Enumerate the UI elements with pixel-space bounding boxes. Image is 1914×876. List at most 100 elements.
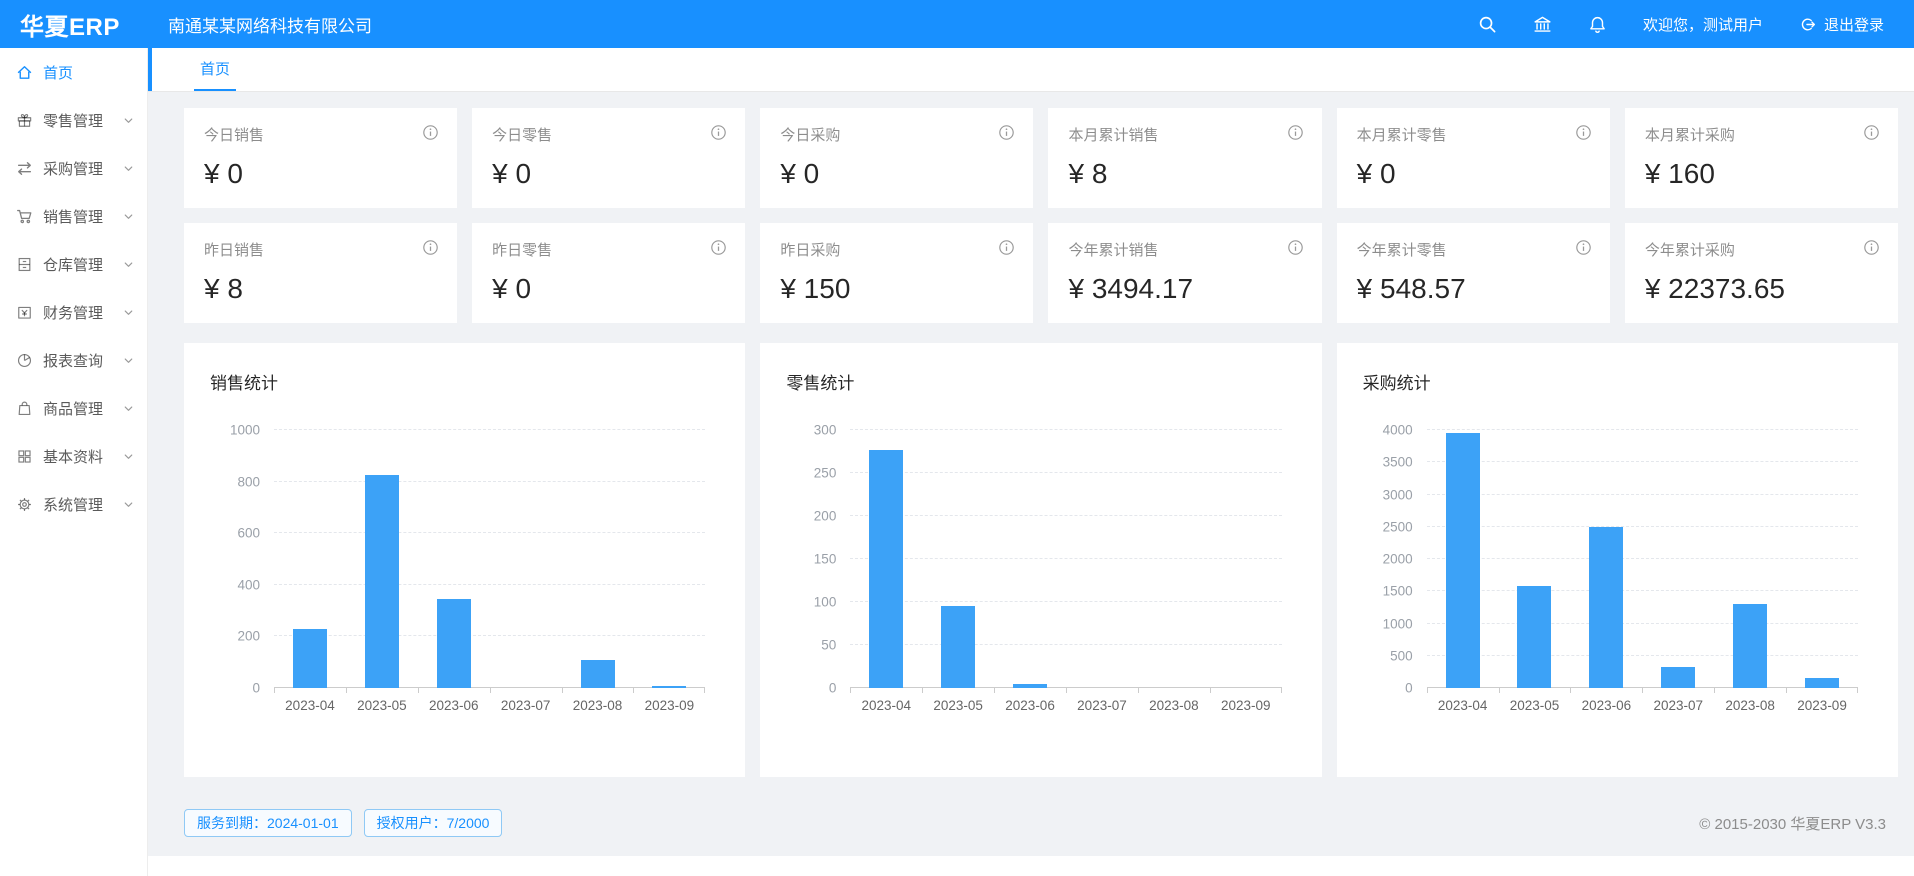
info-icon[interactable]: [422, 124, 439, 141]
info-icon[interactable]: [998, 124, 1015, 141]
bar-slot: [994, 430, 1066, 688]
x-tick-label: 2023-04: [1437, 698, 1488, 713]
sidebar-item-label: 采购管理: [43, 160, 104, 178]
sidebar-item-swap[interactable]: 采购管理: [0, 144, 147, 192]
x-tick-label: 2023-05: [933, 698, 983, 713]
info-icon[interactable]: [1575, 124, 1592, 141]
chevron-down-icon: [122, 498, 135, 511]
bar-2023-04: [292, 628, 327, 688]
y-tick-label: 1000: [1382, 616, 1413, 631]
stat-card: 今日采购 ¥ 0: [760, 108, 1034, 208]
sidebar-item-cart[interactable]: 销售管理: [0, 192, 147, 240]
chart-card-3: 采购统计 0 500 1000 1500 2000 2500 3000 3500 4000 2023…: [1336, 343, 1898, 777]
sidebar-item-label: 财务管理: [43, 304, 104, 322]
info-icon[interactable]: [710, 239, 727, 256]
x-tick-mark: [994, 688, 996, 693]
chevron-down-icon: [122, 210, 135, 223]
stat-label: 昨日零售: [492, 242, 553, 259]
y-tick-label: 3000: [1382, 487, 1413, 502]
y-tick-label: 50: [821, 637, 837, 653]
x-tick-label: 2023-09: [644, 698, 695, 713]
y-tick-label: 500: [1390, 648, 1413, 664]
y-tick-label: 3500: [1382, 454, 1413, 470]
bar-2023-09: [1805, 677, 1840, 688]
gridline: [850, 687, 1282, 688]
search-icon[interactable]: [1478, 15, 1497, 34]
chart-plot: 0 500 1000 1500 2000 2500 3000 3500 4000: [1383, 423, 1858, 696]
x-tick-label: 2023-05: [1509, 698, 1560, 713]
logout-icon: [1799, 16, 1816, 33]
x-tick-label: 2023-07: [1653, 698, 1704, 713]
y-tick-label: 1000: [229, 422, 260, 438]
y-tick-label: 0: [252, 680, 260, 696]
info-icon[interactable]: [1575, 239, 1592, 256]
bar-slot: [1570, 430, 1642, 688]
tab-bar: 首页: [148, 48, 1914, 92]
stat-card: 昨日零售 ¥ 0: [472, 223, 746, 323]
gridline: [274, 635, 706, 637]
tab-home[interactable]: 首页: [194, 48, 237, 91]
chart-plot: 0 200 400 600 800 1000: [230, 423, 706, 696]
info-icon[interactable]: [998, 239, 1015, 256]
stat-value: ¥ 548.57: [1356, 273, 1466, 304]
sidebar-item-label: 销售管理: [43, 208, 104, 226]
x-axis-ticks: [850, 688, 1282, 693]
bar-slot: [274, 430, 346, 688]
x-tick-mark: [1065, 688, 1067, 693]
x-tick-mark: [1856, 688, 1858, 693]
x-tick-label: 2023-08: [1725, 698, 1775, 713]
stat-label: 今年累计零售: [1356, 242, 1447, 259]
gridline: [850, 558, 1282, 559]
sidebar-item-wallet[interactable]: 财务管理: [0, 288, 147, 336]
sidebar-item-grid[interactable]: 基本资料: [0, 432, 147, 480]
info-icon[interactable]: [710, 124, 727, 141]
info-icon[interactable]: [1287, 124, 1304, 141]
bar-2023-06: [1013, 683, 1048, 688]
info-icon[interactable]: [1863, 124, 1880, 141]
stat-card: 今年累计采购 ¥ 22373.65: [1624, 223, 1898, 323]
info-icon[interactable]: [1287, 239, 1304, 256]
bank-icon[interactable]: [1533, 15, 1552, 34]
bell-icon[interactable]: [1588, 15, 1607, 34]
sidebar-item-label: 仓库管理: [43, 256, 104, 274]
sidebar-item-pie[interactable]: 报表查询: [0, 336, 147, 384]
bar-slot: [850, 430, 922, 688]
bar-2023-06: [1589, 526, 1624, 688]
sidebar-item-gear[interactable]: 系统管理: [0, 480, 147, 528]
stat-value: ¥ 0: [204, 158, 243, 189]
sidebar-item-home[interactable]: 首页: [0, 48, 147, 96]
pie-icon: [16, 352, 33, 369]
stat-value: ¥ 22373.65: [1644, 273, 1785, 304]
sidebar-item-bag[interactable]: 商品管理: [0, 384, 147, 432]
y-tick-label: 150: [813, 551, 837, 567]
x-tick-mark: [1426, 688, 1428, 693]
sidebar-item-warehouse[interactable]: 仓库管理: [0, 240, 147, 288]
x-tick-mark: [1137, 688, 1139, 693]
x-tick-label: 2023-09: [1797, 698, 1847, 713]
bar-2023-06: [436, 599, 471, 688]
gridline: [850, 515, 1282, 516]
stat-label: 今日采购: [780, 127, 841, 144]
stat-card: 今日零售 ¥ 0: [472, 108, 746, 208]
gridline: [1426, 558, 1858, 559]
sidebar-item-label: 报表查询: [43, 352, 104, 370]
stat-label: 本月累计销售: [1068, 127, 1159, 144]
info-icon[interactable]: [422, 239, 439, 256]
bar-2023-05: [1517, 586, 1552, 688]
chart-title: 零售统计: [786, 374, 855, 393]
bars: [274, 430, 705, 688]
bar-chart: 0 500 1000 1500 2000 2500 3000 3500 4000 2023-04 2…: [1383, 423, 1858, 713]
x-tick-mark: [850, 688, 852, 693]
logout-button[interactable]: 退出登录: [1799, 14, 1884, 35]
info-icon[interactable]: [1863, 239, 1880, 256]
bar-slot: [1427, 430, 1499, 688]
x-labels: 2023-04 2023-05 2023-06 2023-07 2023-08 2023-…: [274, 698, 705, 713]
sidebar-item-gift[interactable]: 零售管理: [0, 96, 147, 144]
bag-icon: [16, 400, 33, 417]
stat-label: 今年累计采购: [1644, 242, 1735, 259]
x-axis-ticks: [274, 688, 706, 693]
y-tick-label: 4000: [1382, 422, 1413, 438]
sidebar-item-label: 零售管理: [43, 112, 104, 130]
bar-chart: 0 200 400 600 800 1000 2023-04 2023-05 2023-06 20…: [230, 423, 706, 713]
